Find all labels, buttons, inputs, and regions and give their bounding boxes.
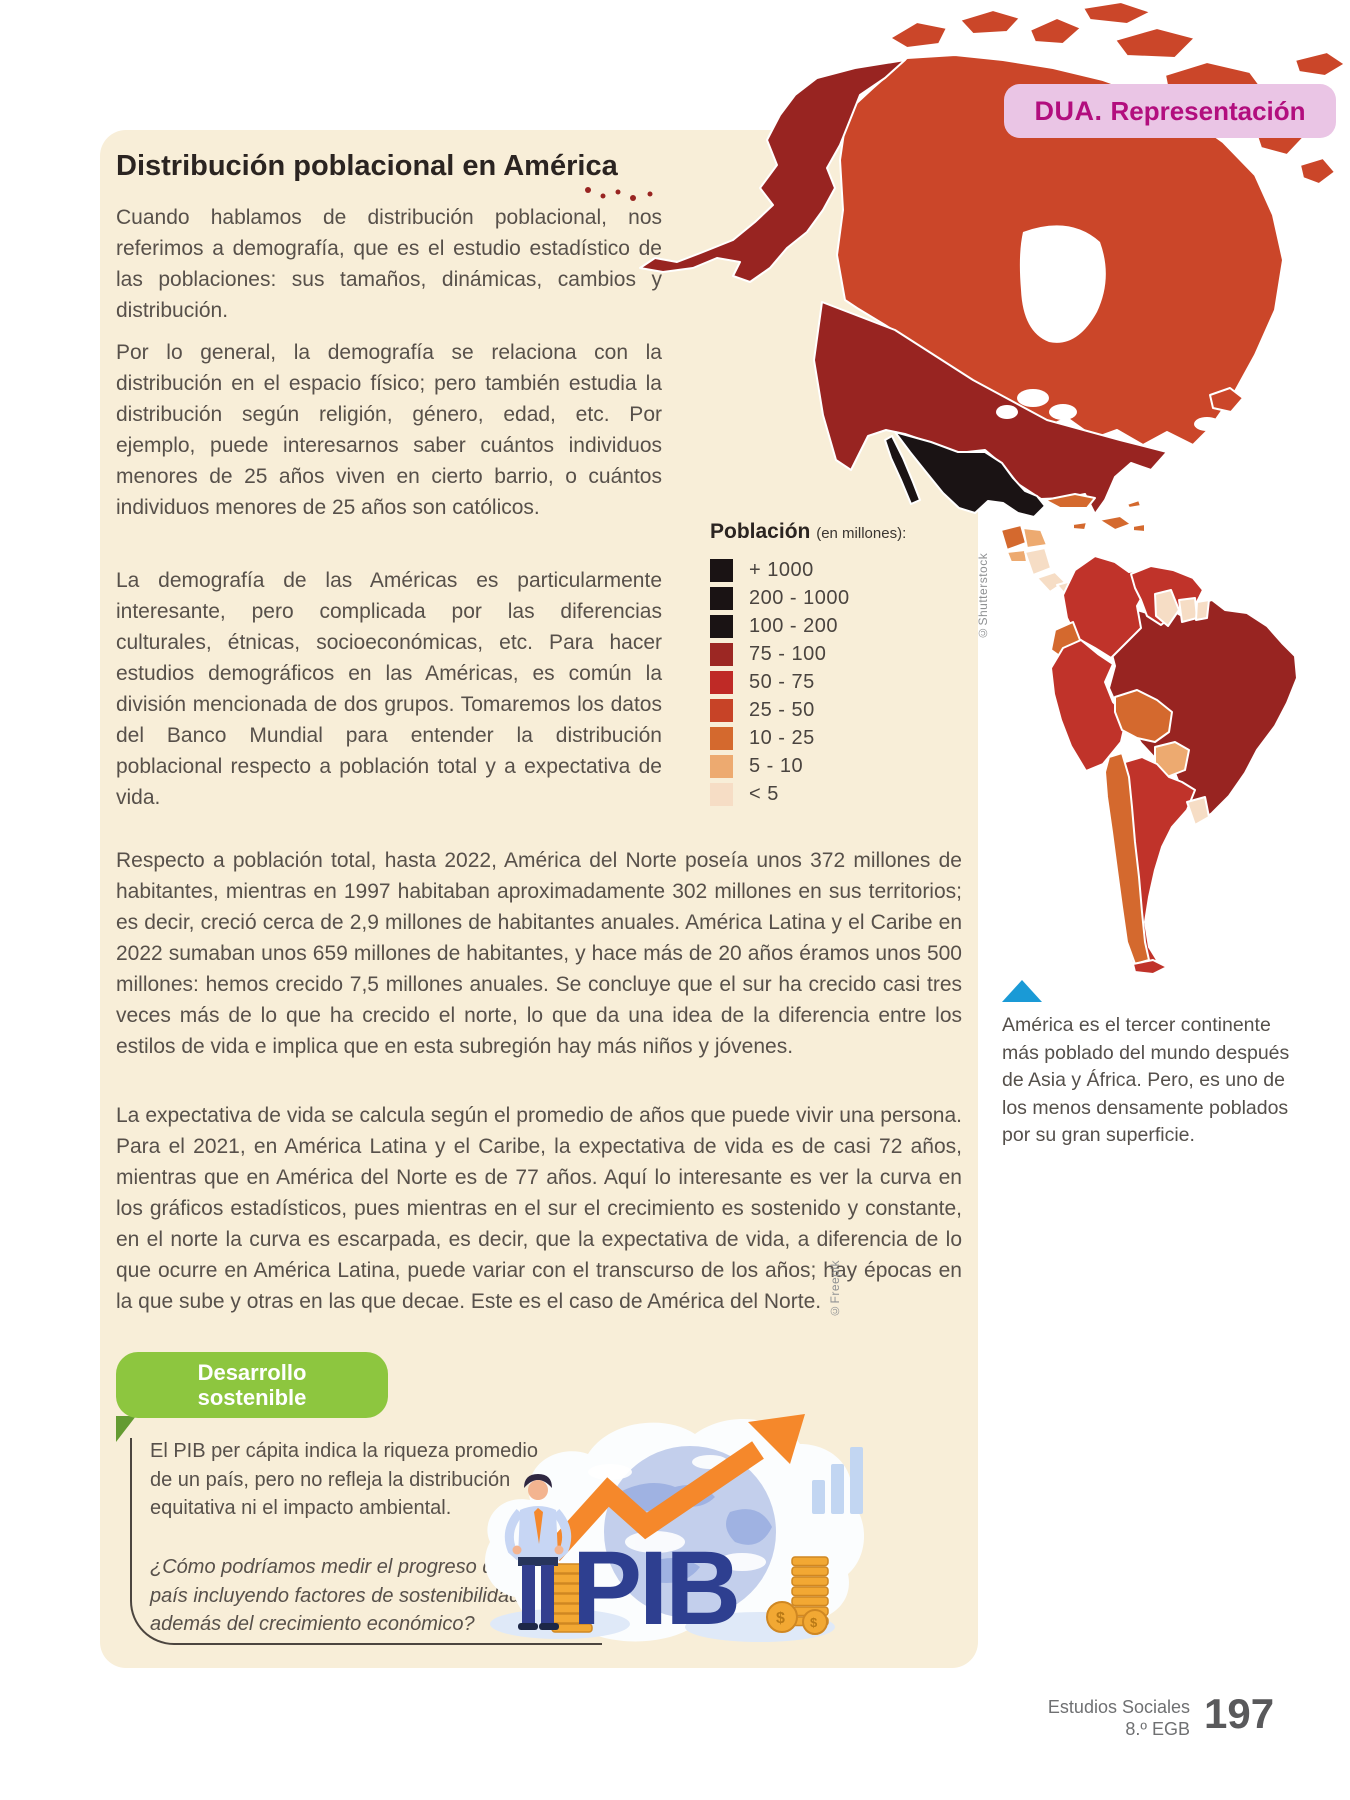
legend-row: 75 - 100: [710, 640, 978, 668]
coin-stack-left: [551, 1563, 593, 1633]
pib-illustration: PIB $ $: [460, 1392, 870, 1670]
paragraph-life-expectancy: La expectativa de vida se calcula según …: [116, 1104, 962, 1313]
legend-title-sub: (en millones):: [816, 525, 907, 542]
pib-label: PIB: [572, 1530, 738, 1647]
sustainability-box-question: ¿Cómo podríamos medir el progreso de un …: [150, 1556, 533, 1635]
map-svg: [585, 1, 1346, 975]
coin-currency-symbol: $: [810, 1615, 818, 1630]
dua-badge-prefix: DUA.: [1034, 95, 1103, 126]
legend-label: + 1000: [749, 558, 814, 581]
legend-label: 50 - 75: [749, 670, 815, 693]
legend-swatch: [710, 782, 733, 806]
sustainability-box-rule: [130, 1438, 602, 1645]
legend-title: Población (en millones):: [710, 520, 978, 544]
footer-book-info: Estudios Sociales 8.º EGB: [900, 1696, 1190, 1740]
legend-title-main: Población: [710, 520, 811, 543]
growth-arrow-head: [748, 1414, 805, 1464]
sustainability-box-body: El PIB per cápita indica la riqueza prom…: [150, 1440, 538, 1519]
legend-swatch: [710, 698, 733, 722]
legend-row: 100 - 200: [710, 612, 978, 640]
map-country-french-guiana: [1195, 599, 1210, 621]
legend-row: 5 - 10: [710, 752, 978, 780]
shutterstock-credit: ©Shutterstock: [976, 552, 990, 640]
legend-swatch: [710, 614, 733, 638]
legend-label: 25 - 50: [749, 698, 815, 721]
triangle-icon: [1002, 980, 1042, 1002]
sustainability-badge-line2: sostenible: [197, 1385, 307, 1410]
map-country-suriname: [1178, 597, 1198, 623]
map-country-guyana: [1154, 589, 1180, 627]
legend-swatch: [710, 670, 733, 694]
paragraph-population-total: Respecto a población total, hasta 2022, …: [116, 849, 962, 1058]
caption-marker-triangle: [1002, 980, 1042, 1002]
sustainability-badge-line1: Desarrollo: [197, 1360, 307, 1385]
growth-arrow-icon: [544, 1441, 764, 1562]
legend-row: 50 - 75: [710, 668, 978, 696]
legend-label: 75 - 100: [749, 642, 827, 665]
map-country-el-salvador: [1006, 549, 1028, 563]
map-country-peru: [1050, 639, 1128, 772]
legend-label: 100 - 200: [749, 614, 839, 637]
page-number: 197: [1204, 1690, 1275, 1737]
map-newfoundland: [1209, 387, 1244, 413]
legend-label: < 5: [749, 782, 779, 805]
legend-swatch: [710, 754, 733, 778]
map-caribbean-islands: [1044, 493, 1146, 533]
pib-illustration-svg: PIB $ $: [484, 1414, 865, 1647]
map-water-hudson-bay: [996, 225, 1220, 431]
map-country-usa: [813, 301, 1168, 515]
footer-grade: 8.º EGB: [1125, 1719, 1190, 1739]
paragraph-demography: Por lo general, la demografía se relacio…: [116, 341, 662, 519]
businessman-figure: [504, 1474, 572, 1630]
legend-label: 10 - 25: [749, 726, 815, 749]
map-baja-california: [884, 435, 921, 505]
badge-fold-triangle: [116, 1416, 136, 1442]
footer-series-name: Estudios Sociales: [1047, 1697, 1190, 1717]
legend-swatch: [710, 586, 733, 610]
globe-clouds: [588, 1455, 766, 1571]
legend-row: < 5: [710, 780, 978, 808]
americas-population-map: [555, 0, 1350, 985]
legend-swatch: [710, 726, 733, 750]
map-aleutian-islands: [585, 187, 653, 201]
map-country-bolivia: [1114, 689, 1173, 743]
legend-swatch: [710, 642, 733, 666]
map-country-uruguay: [1186, 796, 1210, 826]
map-alaska: [639, 59, 906, 283]
freepik-credit: ©Freepik: [828, 1259, 842, 1318]
map-country-mexico: [894, 431, 1046, 518]
map-legend: Población (en millones): + 1000 200 - 10…: [710, 520, 978, 808]
dua-badge-label: Representación: [1110, 95, 1306, 126]
legend-label: 5 - 10: [749, 754, 804, 777]
legend-row: + 1000: [710, 556, 978, 584]
legend-row: 10 - 25: [710, 724, 978, 752]
map-country-honduras: [1022, 527, 1048, 549]
legend-swatch: [710, 558, 733, 582]
coin-icon: [802, 1609, 828, 1635]
map-caption: América es el tercer continente más pobl…: [1002, 1014, 1290, 1146]
legend-label: 200 - 1000: [749, 586, 850, 609]
page-title: Distribución poblacional en América: [116, 150, 618, 182]
dua-badge: DUA. Representación: [1004, 84, 1336, 138]
legend-row: 200 - 1000: [710, 584, 978, 612]
coin-icon: [766, 1601, 798, 1633]
coin-currency-symbol: $: [776, 1610, 785, 1627]
legend-row: 25 - 50: [710, 696, 978, 724]
sustainability-badge: Desarrollo sostenible: [116, 1352, 388, 1418]
map-tierra-del-fuego: [1132, 959, 1168, 975]
bar-chart-icon: [812, 1447, 863, 1514]
map-country-nicaragua: [1024, 547, 1052, 576]
paragraph-americas: La demografía de las Américas es particu…: [116, 569, 662, 809]
paragraph-intro: Cuando hablamos de distribución poblacio…: [116, 206, 662, 322]
